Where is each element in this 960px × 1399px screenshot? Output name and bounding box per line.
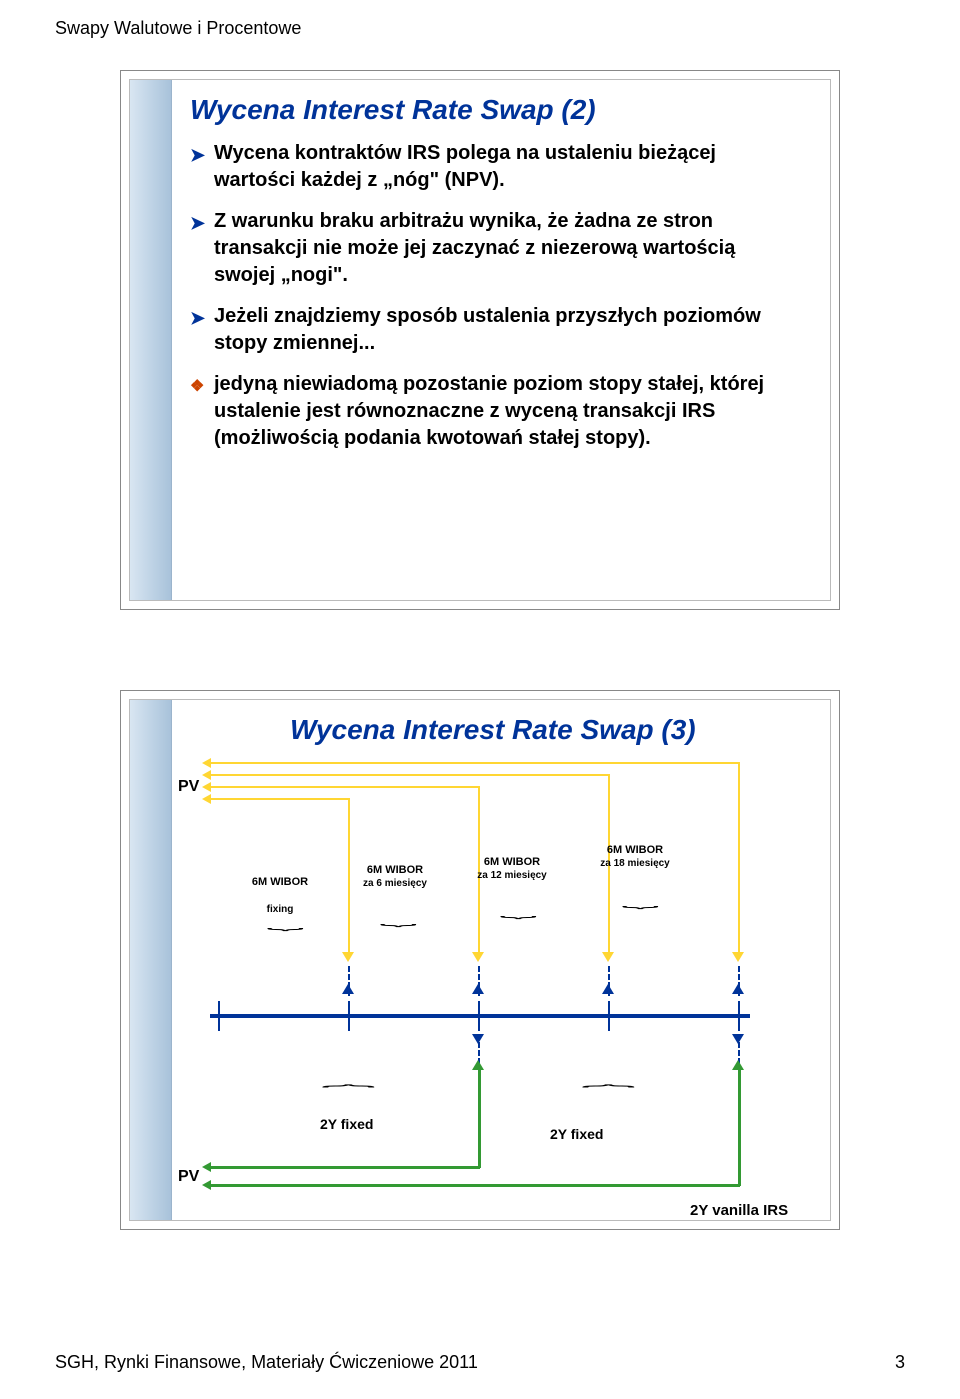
arrow-icon bbox=[472, 1034, 484, 1044]
timeline bbox=[210, 1014, 750, 1018]
slide-2-frame: Wycena Interest Rate Swap (3) PV bbox=[129, 699, 831, 1221]
float-line bbox=[348, 798, 350, 954]
fixed-label-2: 2Y fixed bbox=[550, 1126, 603, 1142]
label-text: za 18 miesięcy bbox=[600, 858, 670, 869]
brace-icon: ⏞ bbox=[582, 1084, 636, 1101]
bullet-3: ➤ Jeżeli znajdziemy sposób ustalenia prz… bbox=[190, 303, 800, 357]
float-line bbox=[210, 798, 350, 800]
arrow-icon bbox=[342, 984, 354, 994]
tick bbox=[218, 1001, 220, 1031]
arrow-icon bbox=[732, 1034, 744, 1044]
arrow-icon bbox=[472, 1060, 484, 1070]
bullet-text: jedyną niewiadomą pozostanie poziom stop… bbox=[214, 371, 800, 452]
float-line bbox=[210, 786, 480, 788]
arrow-icon bbox=[202, 758, 211, 768]
bullet-4: ❖ jedyną niewiadomą pozostanie poziom st… bbox=[190, 371, 800, 452]
arrow-icon bbox=[202, 1162, 211, 1172]
arrow-icon bbox=[472, 984, 484, 994]
slide-2-title: Wycena Interest Rate Swap (3) bbox=[290, 714, 696, 746]
wibor-label-1: 6M WIBOR za 6 miesięcy bbox=[355, 864, 435, 889]
diamond-icon: ❖ bbox=[190, 371, 214, 398]
pv-top-label: PV bbox=[178, 778, 199, 796]
float-line bbox=[210, 762, 740, 764]
label-text: za 12 miesięcy bbox=[477, 870, 547, 881]
arrow-icon bbox=[732, 952, 744, 962]
arrow-icon bbox=[602, 984, 614, 994]
fixed-line bbox=[478, 1068, 481, 1168]
arrow-icon bbox=[732, 1060, 744, 1070]
slide-1-frame: Wycena Interest Rate Swap (2) ➤ Wycena k… bbox=[129, 79, 831, 601]
label-text: 6M WIBOR bbox=[607, 844, 663, 856]
page-header: Swapy Walutowe i Procentowe bbox=[55, 18, 301, 39]
wibor-label-2: 6M WIBOR za 12 miesięcy bbox=[472, 856, 552, 881]
tick bbox=[348, 1001, 350, 1031]
fixed-line bbox=[210, 1184, 740, 1187]
fixed-line bbox=[210, 1166, 480, 1169]
bullet-1: ➤ Wycena kontraktów IRS polega na ustale… bbox=[190, 140, 800, 194]
footer-left: SGH, Rynki Finansowe, Materiały Ćwiczeni… bbox=[55, 1352, 478, 1373]
wibor-label-3: 6M WIBOR za 18 miesięcy bbox=[595, 844, 675, 869]
label-text: 6M WIBOR bbox=[367, 864, 423, 876]
arrow-icon: ➤ bbox=[190, 208, 214, 235]
arrow-icon: ➤ bbox=[190, 140, 214, 167]
slide-1: Wycena Interest Rate Swap (2) ➤ Wycena k… bbox=[120, 70, 840, 610]
footer-page-number: 3 bbox=[895, 1352, 905, 1373]
slide-1-title: Wycena Interest Rate Swap (2) bbox=[190, 94, 596, 126]
arrow-icon: ➤ bbox=[190, 303, 214, 330]
arrow-icon bbox=[202, 794, 211, 804]
brace-icon: ⏞ bbox=[322, 1084, 376, 1101]
label-text: 6M WIBOR bbox=[252, 876, 308, 888]
brace-icon: ⏟ bbox=[500, 902, 537, 919]
tick bbox=[478, 1001, 480, 1031]
brace-icon: ⏟ bbox=[267, 914, 304, 931]
brace-icon: ⏟ bbox=[622, 892, 659, 909]
arrow-icon bbox=[202, 782, 211, 792]
slide-sidebar bbox=[130, 700, 172, 1220]
page-footer: SGH, Rynki Finansowe, Materiały Ćwiczeni… bbox=[55, 1352, 905, 1373]
bullet-text: Z warunku braku arbitrażu wynika, że żad… bbox=[214, 208, 800, 289]
label-text: 6M WIBOR bbox=[484, 856, 540, 868]
arrow-icon bbox=[202, 770, 211, 780]
fixed-label-1: 2Y fixed bbox=[320, 1116, 373, 1132]
bullet-text: Wycena kontraktów IRS polega na ustaleni… bbox=[214, 140, 800, 194]
label-text: za 6 miesięcy bbox=[363, 878, 427, 889]
pv-bottom-label: PV bbox=[178, 1168, 199, 1186]
arrow-icon bbox=[472, 952, 484, 962]
slide-sidebar bbox=[130, 80, 172, 600]
tick bbox=[738, 1001, 740, 1031]
float-line bbox=[210, 774, 610, 776]
swap-diagram: PV 6M WIBOR fixing bbox=[180, 756, 810, 1208]
brace-icon: ⏟ bbox=[380, 910, 417, 927]
bullet-text: Jeżeli znajdziemy sposób ustalenia przys… bbox=[214, 303, 800, 357]
arrow-icon bbox=[602, 952, 614, 962]
bullet-2: ➤ Z warunku braku arbitrażu wynika, że ż… bbox=[190, 208, 800, 289]
float-line bbox=[738, 762, 740, 954]
irs-label: 2Y vanilla IRS bbox=[690, 1202, 788, 1219]
arrow-icon bbox=[732, 984, 744, 994]
slide-1-content: ➤ Wycena kontraktów IRS polega na ustale… bbox=[190, 140, 800, 466]
fixed-line bbox=[738, 1068, 741, 1186]
slide-2: Wycena Interest Rate Swap (3) PV bbox=[120, 690, 840, 1230]
tick bbox=[608, 1001, 610, 1031]
arrow-icon bbox=[342, 952, 354, 962]
wibor-label-0: 6M WIBOR bbox=[240, 876, 320, 889]
arrow-icon bbox=[202, 1180, 211, 1190]
